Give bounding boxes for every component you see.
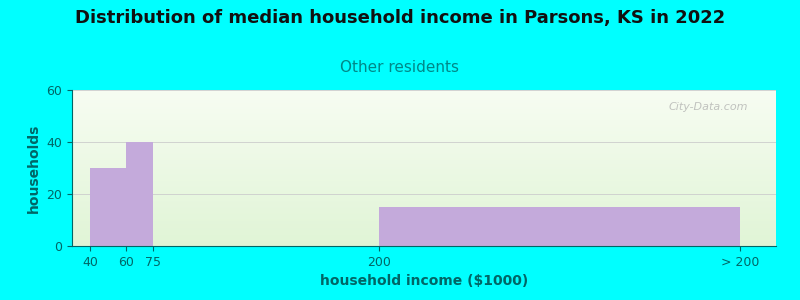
Bar <box>379 207 740 246</box>
Bar <box>90 168 126 246</box>
Text: Distribution of median household income in Parsons, KS in 2022: Distribution of median household income … <box>75 9 725 27</box>
Y-axis label: households: households <box>27 123 41 213</box>
Text: Other residents: Other residents <box>341 60 459 75</box>
X-axis label: household income ($1000): household income ($1000) <box>320 274 528 288</box>
Bar <box>126 142 154 246</box>
Text: City-Data.com: City-Data.com <box>668 103 748 112</box>
